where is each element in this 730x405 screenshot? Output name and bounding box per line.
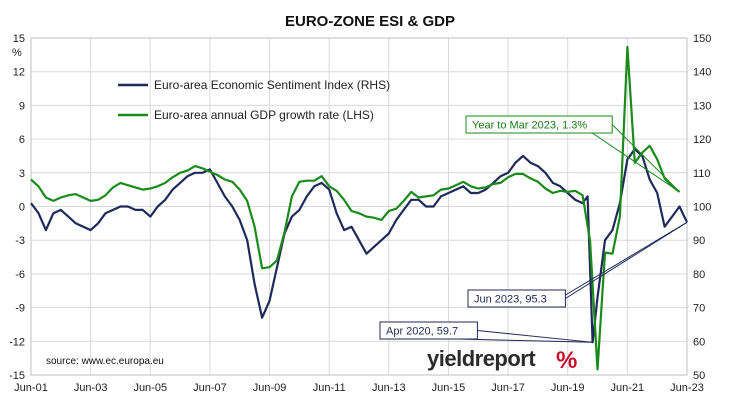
left-tick-label: 3 — [19, 168, 25, 180]
x-tick-label: Jun-01 — [14, 382, 48, 394]
logo-percent-icon: % — [556, 347, 577, 374]
right-tick-label: 130 — [693, 100, 711, 112]
left-tick-label: 12 — [13, 67, 25, 79]
x-tick-label: Jun-23 — [670, 382, 704, 394]
legend: Euro-area Economic Sentiment Index (RHS)… — [118, 78, 390, 122]
annotation-box — [465, 115, 613, 134]
annotation-leader-line — [457, 338, 593, 343]
annotation-leader-line — [565, 221, 688, 299]
x-tick-label: Jun-11 — [313, 382, 346, 394]
left-tick-label: 0 — [19, 202, 25, 214]
left-tick-label: -15 — [9, 370, 25, 382]
annotation-label: Apr 2020, 59.7 — [386, 326, 458, 338]
annotation-esiApr: Apr 2020, 59.7 — [379, 321, 593, 343]
annotations: Year to Mar 2023, 1.3% Jun 2023, 95.3 Apr … — [379, 115, 688, 343]
annotation-box — [379, 321, 478, 340]
right-tick-label: 50 — [693, 370, 705, 382]
right-tick-label: 140 — [693, 67, 711, 79]
yieldreport-logo: yieldreport % — [427, 346, 577, 374]
annotation-leader-line — [477, 330, 593, 343]
right-tick-label: 90 — [693, 235, 705, 247]
annotation-box — [467, 289, 566, 308]
annotation-leader-line — [545, 221, 688, 308]
logo-text: yieldreport — [427, 346, 536, 371]
right-tick-label: 120 — [693, 134, 711, 146]
annotation-label: Jun 2023, 95.3 — [474, 294, 547, 306]
left-axis-unit: % — [12, 47, 22, 59]
source-note: source: www.ec.europa.eu — [46, 356, 164, 367]
right-tick-label: 80 — [693, 269, 705, 281]
plot-frame — [30, 37, 688, 376]
series-line-gdp — [30, 45, 681, 371]
left-tick-label: 9 — [19, 100, 25, 112]
x-tick-label: Jun-17 — [491, 382, 525, 394]
series-line-esi — [30, 148, 688, 344]
legend-label-gdp: Euro-area annual GDP growth rate (LHS) — [154, 108, 374, 122]
annotation-leader-line — [591, 132, 680, 193]
annotation-leader-line — [611, 124, 680, 193]
x-tick-label: Jun-19 — [551, 382, 585, 394]
left-tick-label: -9 — [15, 303, 25, 315]
x-tick-label: Jun-05 — [133, 382, 167, 394]
annotation-label: Year to Mar 2023, 1.3% — [472, 120, 587, 132]
left-tick-label: -3 — [15, 235, 25, 247]
x-tick-label: Jun-09 — [253, 382, 287, 394]
left-tick-label: -12 — [9, 336, 25, 348]
right-tick-label: 70 — [693, 303, 705, 315]
right-tick-label: 150 — [693, 33, 711, 45]
legend-label-esi: Euro-area Economic Sentiment Index (RHS) — [154, 78, 390, 92]
x-tick-label: Jun-03 — [74, 382, 108, 394]
chart-title: EURO-ZONE ESI & GDP — [285, 13, 455, 30]
right-tick-label: 110 — [693, 168, 711, 180]
right-tick-label: 60 — [693, 336, 705, 348]
left-tick-label: 6 — [19, 134, 25, 146]
x-tick-label: Jun-15 — [432, 382, 466, 394]
right-tick-label: 100 — [693, 202, 711, 214]
x-tick-label: Jun-07 — [193, 382, 227, 394]
annotation-esiJun: Jun 2023, 95.3 — [467, 221, 688, 308]
x-tick-label: Jun-21 — [611, 382, 645, 394]
axes: -15 -12 -9 -6 -3 0 3 6 9 12 15 50 60 70 80 90 100 110 120 1… — [9, 33, 711, 394]
series-lines — [30, 45, 688, 371]
annotation-gdp: Year to Mar 2023, 1.3% — [465, 115, 680, 193]
x-tick-label: Jun-13 — [372, 382, 406, 394]
left-tick-label: 15 — [13, 33, 25, 45]
left-tick-label: -6 — [15, 269, 25, 281]
